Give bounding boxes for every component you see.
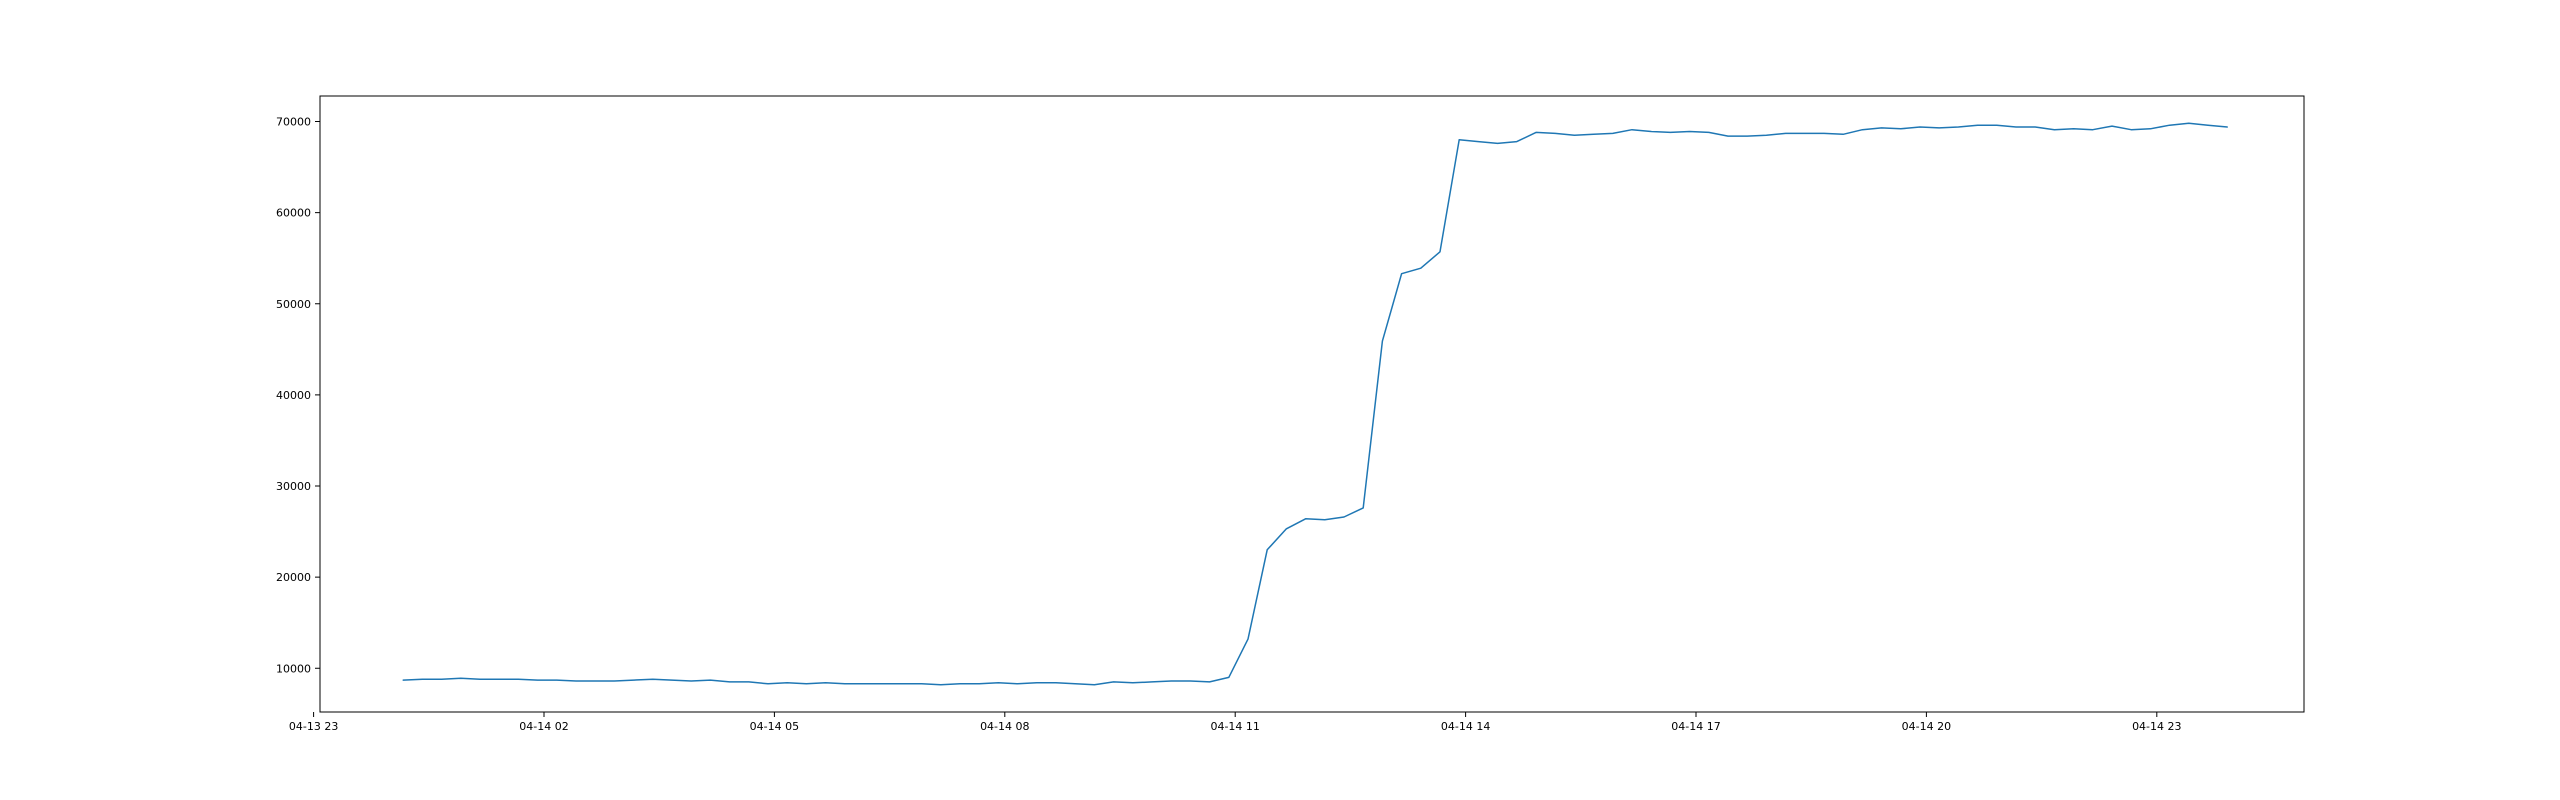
y-tick-label: 60000 xyxy=(276,207,311,220)
y-tick-label: 50000 xyxy=(276,298,311,311)
x-tick-label: 04-14 14 xyxy=(1441,720,1490,733)
x-axis-ticks: 04-13 23 04-14 02 04-14 05 04-14 08 04-14 11… xyxy=(289,712,2182,733)
y-tick-label: 20000 xyxy=(276,571,311,584)
x-tick-label: 04-14 02 xyxy=(519,720,568,733)
y-tick-label: 70000 xyxy=(276,116,311,129)
plot-area-frame xyxy=(319,95,2305,713)
x-tick-label: 04-14 08 xyxy=(980,720,1029,733)
y-tick-label: 40000 xyxy=(276,389,311,402)
x-tick-label: 04-13 23 xyxy=(289,720,338,733)
y-tick-label: 30000 xyxy=(276,480,311,493)
series-layer xyxy=(402,122,2228,686)
x-tick-label: 04-14 05 xyxy=(750,720,799,733)
x-tick-label: 04-14 17 xyxy=(1671,720,1720,733)
x-tick-label: 04-14 11 xyxy=(1210,720,1259,733)
x-tick-label: 04-14 20 xyxy=(1902,720,1951,733)
series-line xyxy=(402,122,2228,686)
y-axis-ticks: 10000 20000 30000 40000 50000 60000 70000 xyxy=(276,116,320,675)
y-tick-label: 10000 xyxy=(276,662,311,675)
x-tick-label: 04-14 23 xyxy=(2132,720,2181,733)
